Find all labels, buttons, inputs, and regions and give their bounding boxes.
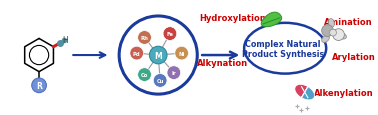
Circle shape <box>153 74 167 88</box>
Text: Alkynation: Alkynation <box>197 59 248 68</box>
Text: Amination: Amination <box>324 18 373 27</box>
Text: Ni: Ni <box>178 51 185 56</box>
Circle shape <box>138 31 151 45</box>
Text: H: H <box>62 36 68 45</box>
Text: Product Synthesis: Product Synthesis <box>242 49 324 58</box>
Text: Complex Natural: Complex Natural <box>245 39 321 48</box>
Circle shape <box>138 68 151 82</box>
Text: Rh: Rh <box>141 36 149 41</box>
Text: Hydroxylation: Hydroxylation <box>199 14 266 23</box>
Circle shape <box>175 47 189 60</box>
Text: Arylation: Arylation <box>332 53 375 62</box>
Polygon shape <box>261 13 282 27</box>
Polygon shape <box>302 87 314 100</box>
Circle shape <box>333 29 344 41</box>
Text: Fe: Fe <box>166 32 174 37</box>
Text: Cu: Cu <box>156 78 164 83</box>
Ellipse shape <box>322 36 329 43</box>
Circle shape <box>32 78 46 93</box>
Circle shape <box>330 30 336 37</box>
Circle shape <box>322 26 333 37</box>
Ellipse shape <box>328 19 334 28</box>
Text: Ir: Ir <box>172 70 176 75</box>
Text: M: M <box>154 51 162 60</box>
Text: Pd: Pd <box>133 51 141 56</box>
Text: R: R <box>36 81 42 90</box>
Circle shape <box>163 27 177 41</box>
Ellipse shape <box>338 33 347 40</box>
Polygon shape <box>325 26 341 41</box>
Text: Co: Co <box>141 72 148 77</box>
Circle shape <box>167 66 181 80</box>
Circle shape <box>130 47 144 60</box>
Text: Alkenylation: Alkenylation <box>314 88 373 97</box>
Circle shape <box>149 47 167 64</box>
Polygon shape <box>295 85 308 98</box>
